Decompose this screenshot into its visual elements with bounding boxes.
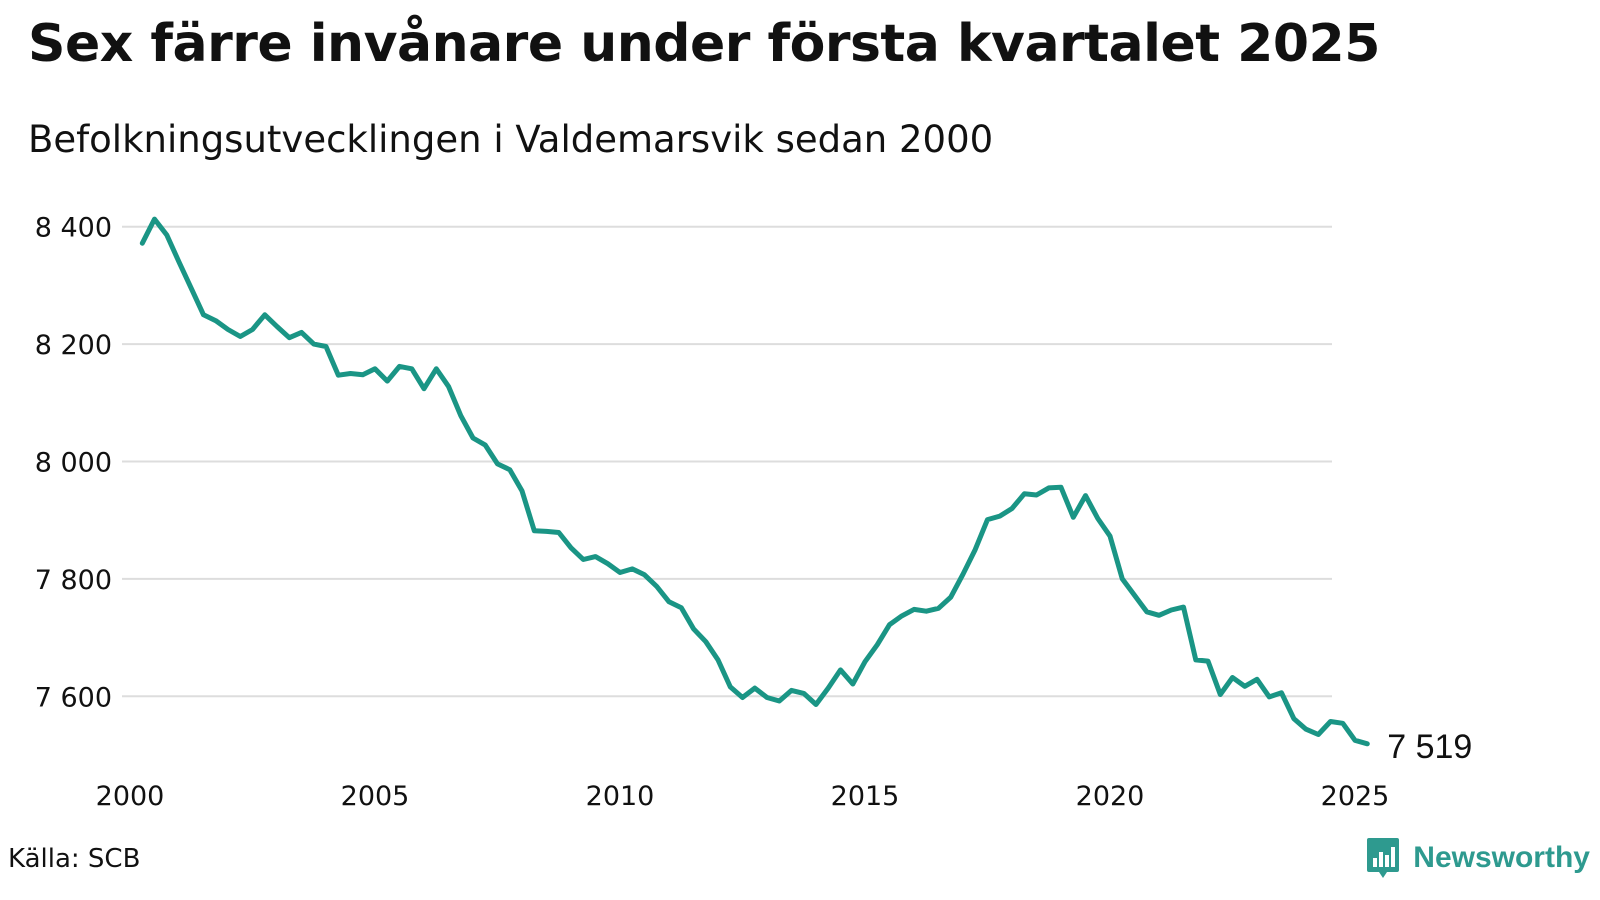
series-layer (139, 216, 1370, 747)
x-tick-label: 2020 (1076, 781, 1145, 812)
x-tick-label: 2005 (341, 781, 410, 812)
y-axis-ticks: 7 600 7 800 8 000 8 200 8 400 (35, 213, 112, 714)
y-tick-label: 8 400 (35, 213, 112, 244)
x-tick-label: 2025 (1321, 781, 1390, 812)
newsworthy-chart-icon (1367, 838, 1400, 878)
x-axis-ticks: 2000 2005 2010 2015 2020 2025 (96, 781, 1390, 812)
y-tick-label: 8 200 (35, 330, 112, 361)
y-tick-label: 7 800 (35, 565, 112, 596)
series-line (139, 216, 1370, 747)
y-tick-label: 8 000 (35, 448, 112, 479)
chart-title: Sex färre invånare under första kvartale… (28, 14, 1380, 74)
x-tick-label: 2000 (96, 781, 165, 812)
source-note: Källa: SCB (8, 844, 141, 874)
chart-subtitle: Befolkningsutvecklingen i Valdemarsvik s… (28, 118, 994, 161)
end-value-label: 7 519 (1387, 728, 1472, 766)
brand-logo: Newsworthy (1365, 836, 1590, 880)
x-tick-label: 2010 (586, 781, 655, 812)
x-tick-label: 2015 (831, 781, 900, 812)
brand-name: Newsworthy (1413, 841, 1590, 874)
y-tick-label: 7 600 (35, 682, 112, 713)
gridlines (122, 225, 1332, 698)
